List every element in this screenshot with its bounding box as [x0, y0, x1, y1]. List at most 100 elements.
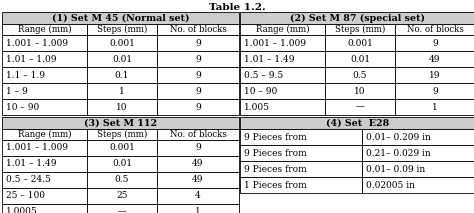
Bar	[395, 24, 474, 35]
Text: 49: 49	[192, 176, 204, 184]
Bar	[87, 188, 157, 204]
Text: Steps (mm): Steps (mm)	[97, 130, 147, 139]
Bar	[240, 51, 325, 67]
Text: 1.005: 1.005	[244, 102, 270, 111]
Bar	[395, 51, 474, 67]
Bar	[157, 35, 239, 51]
Bar	[87, 129, 157, 140]
Text: —: —	[118, 207, 127, 213]
Text: 9: 9	[195, 102, 201, 111]
Text: 9: 9	[195, 39, 201, 47]
Bar	[240, 145, 362, 161]
Bar	[395, 99, 474, 115]
Bar	[157, 67, 239, 83]
Bar	[2, 24, 87, 35]
Text: 1.01 – 1.49: 1.01 – 1.49	[244, 55, 294, 63]
Text: 1.1 – 1.9: 1.1 – 1.9	[6, 71, 45, 79]
Bar	[240, 99, 325, 115]
Bar	[157, 83, 239, 99]
Bar	[157, 99, 239, 115]
Bar	[157, 129, 239, 140]
Text: 49: 49	[192, 160, 204, 168]
Bar	[87, 35, 157, 51]
Text: Range (mm): Range (mm)	[255, 25, 310, 34]
Text: 49: 49	[429, 55, 441, 63]
Text: No. of blocks: No. of blocks	[170, 130, 227, 139]
Bar	[2, 204, 87, 213]
Text: 0.21– 0.029 in: 0.21– 0.029 in	[366, 148, 431, 157]
Text: 1.001 – 1.009: 1.001 – 1.009	[6, 39, 68, 47]
Bar	[325, 83, 395, 99]
Text: 0.5: 0.5	[353, 71, 367, 79]
Bar	[240, 129, 362, 145]
Text: Range (mm): Range (mm)	[18, 25, 71, 34]
Text: No. of blocks: No. of blocks	[170, 25, 227, 34]
Text: 1 Pieces from: 1 Pieces from	[244, 180, 307, 190]
Bar	[2, 12, 239, 24]
Bar	[157, 24, 239, 35]
Text: 0.5 – 24.5: 0.5 – 24.5	[6, 176, 51, 184]
Bar	[87, 156, 157, 172]
Text: 1: 1	[119, 86, 125, 95]
Text: 1.001 – 1.009: 1.001 – 1.009	[6, 144, 68, 153]
Text: —: —	[356, 102, 365, 111]
Bar	[87, 83, 157, 99]
Text: Steps (mm): Steps (mm)	[97, 25, 147, 34]
Text: (2) Set M 87 (special set): (2) Set M 87 (special set)	[290, 13, 425, 23]
Text: 0.01: 0.01	[112, 160, 132, 168]
Text: 4: 4	[195, 191, 201, 200]
Text: 9: 9	[432, 39, 438, 47]
Bar	[2, 117, 239, 129]
Bar	[240, 12, 474, 24]
Text: 1 – 9: 1 – 9	[6, 86, 28, 95]
Bar	[325, 24, 395, 35]
Bar	[240, 24, 325, 35]
Text: 0.5 – 9.5: 0.5 – 9.5	[244, 71, 283, 79]
Text: Range (mm): Range (mm)	[18, 130, 71, 139]
Bar	[157, 51, 239, 67]
Text: 1.01 – 1.09: 1.01 – 1.09	[6, 55, 56, 63]
Bar	[157, 188, 239, 204]
Bar	[240, 67, 325, 83]
Text: 9: 9	[195, 55, 201, 63]
Bar	[157, 204, 239, 213]
Text: 1: 1	[432, 102, 438, 111]
Bar	[2, 67, 87, 83]
Text: 0.001: 0.001	[109, 39, 135, 47]
Bar	[87, 99, 157, 115]
Text: 25: 25	[116, 191, 128, 200]
Bar	[362, 177, 474, 193]
Bar	[2, 172, 87, 188]
Text: Table 1.2.: Table 1.2.	[209, 3, 265, 12]
Bar	[325, 35, 395, 51]
Text: (1) Set M 45 (Normal set): (1) Set M 45 (Normal set)	[52, 13, 189, 23]
Bar	[157, 140, 239, 156]
Text: 9: 9	[432, 86, 438, 95]
Text: 0.01– 0.09 in: 0.01– 0.09 in	[366, 164, 425, 174]
Text: 1.01 – 1.49: 1.01 – 1.49	[6, 160, 56, 168]
Text: 0.001: 0.001	[347, 39, 373, 47]
Bar	[2, 140, 87, 156]
Text: 10: 10	[354, 86, 366, 95]
Text: 0.1: 0.1	[115, 71, 129, 79]
Text: 0.02005 in: 0.02005 in	[366, 180, 415, 190]
Bar	[87, 24, 157, 35]
Bar	[395, 35, 474, 51]
Bar	[87, 140, 157, 156]
Text: Steps (mm): Steps (mm)	[335, 25, 385, 34]
Text: 10 – 90: 10 – 90	[244, 86, 277, 95]
Bar	[2, 129, 87, 140]
Bar	[2, 51, 87, 67]
Text: 10 – 90: 10 – 90	[6, 102, 39, 111]
Text: 1.001 – 1.009: 1.001 – 1.009	[244, 39, 306, 47]
Text: 9: 9	[195, 86, 201, 95]
Bar	[2, 83, 87, 99]
Bar	[157, 156, 239, 172]
Bar	[87, 51, 157, 67]
Bar	[87, 172, 157, 188]
Bar	[240, 177, 362, 193]
Bar	[240, 83, 325, 99]
Bar	[362, 161, 474, 177]
Text: 0.01: 0.01	[350, 55, 370, 63]
Bar	[87, 67, 157, 83]
